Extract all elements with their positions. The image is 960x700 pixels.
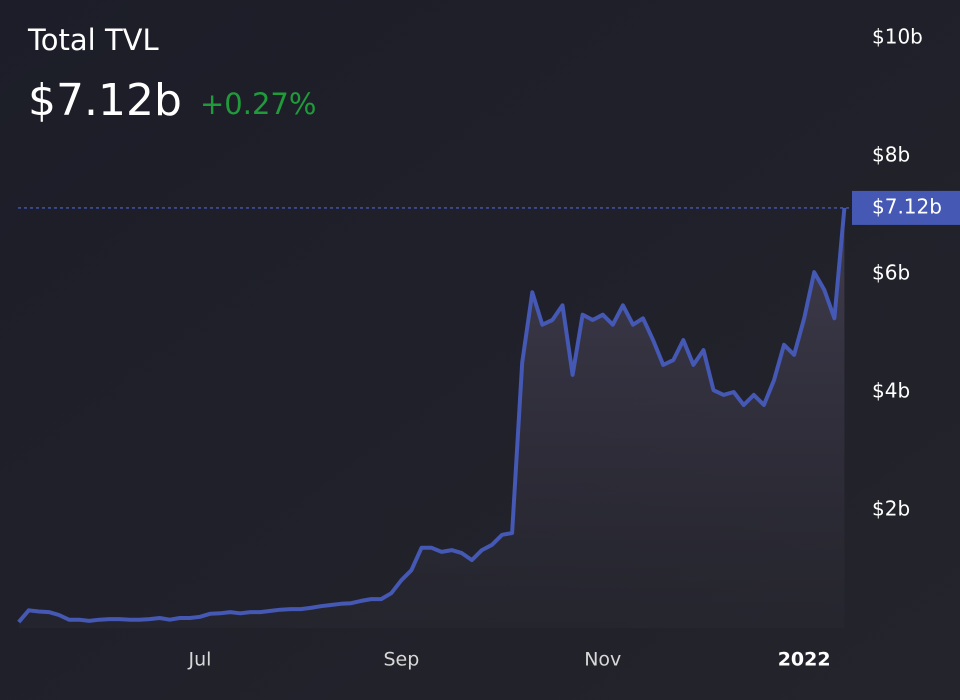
y-tick-label: $4b bbox=[872, 379, 910, 403]
area bbox=[18, 207, 845, 628]
current-value: $7.12b bbox=[28, 75, 182, 126]
x-tick-label: Jul bbox=[187, 649, 211, 671]
current-tag-label: $7.12b bbox=[872, 194, 942, 218]
chart-title: Total TVL bbox=[27, 23, 159, 57]
y-tick-label: $8b bbox=[872, 143, 910, 167]
line bbox=[17, 207, 847, 624]
current-tag bbox=[852, 190, 960, 225]
change: +0.27% bbox=[200, 87, 316, 121]
x-tick-label: Nov bbox=[584, 649, 621, 671]
y-tick-label: $10b bbox=[872, 25, 923, 49]
y-tick-label: $6b bbox=[872, 261, 910, 285]
x-tick-label: 2022 bbox=[778, 649, 831, 671]
x-tick-label: Sep bbox=[383, 649, 419, 671]
y-tick-label: $2b bbox=[872, 497, 910, 521]
